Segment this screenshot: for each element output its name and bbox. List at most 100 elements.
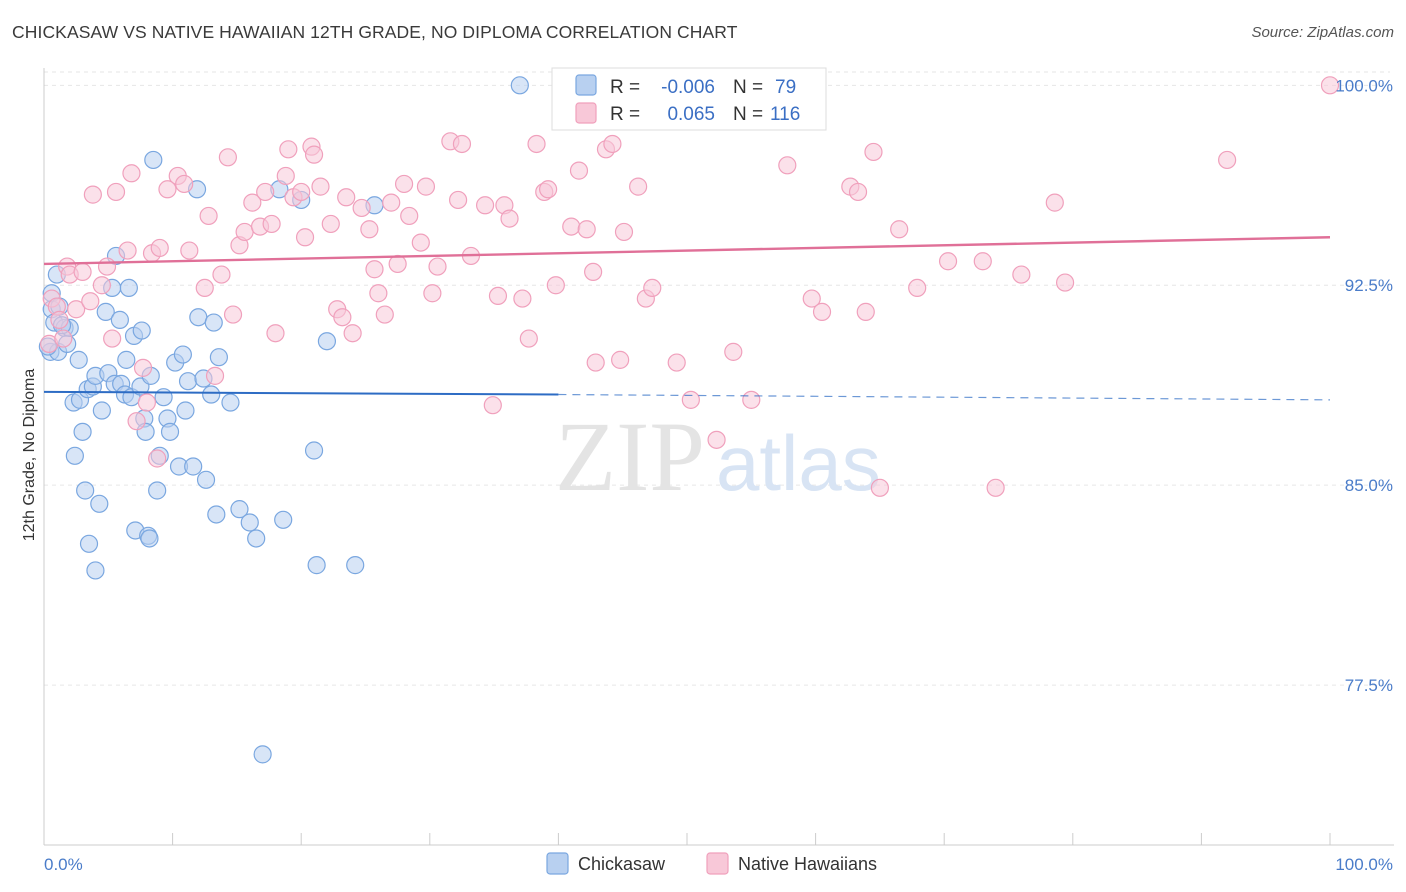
native-hawaiian-point: [369, 284, 388, 303]
legend-r-label-1: R =: [610, 77, 640, 98]
native-hawaiian-point: [908, 278, 927, 298]
native-hawaiian-point: [321, 214, 340, 234]
native-hawaiian-point: [394, 174, 414, 194]
native-hawaiian-point: [150, 238, 169, 258]
native-hawaiian-point: [546, 276, 565, 295]
native-hawaiian-point: [262, 214, 281, 234]
native-hawaiian-point: [375, 305, 394, 324]
bottom-legend-swatch-chickasaw: [546, 852, 569, 875]
native-hawaiian-point: [352, 198, 371, 218]
native-hawaiian-point: [707, 430, 726, 449]
native-hawaiian-point: [175, 174, 194, 194]
native-hawaiian-point: [360, 220, 379, 239]
native-hawaiian-point: [629, 177, 648, 196]
native-hawaiian-point: [195, 278, 214, 298]
legend-r-label-2: R =: [610, 104, 640, 125]
native-hawaiian-point: [67, 300, 86, 319]
watermark: ZIP atlas: [555, 401, 881, 512]
chickasaw-point: [221, 393, 240, 412]
native-hawaiian-point: [311, 177, 330, 196]
chickasaw-point: [307, 556, 326, 575]
native-hawaiian-point: [614, 222, 634, 242]
native-hawaiian-point: [778, 156, 797, 175]
native-hawaiian-point: [890, 220, 909, 239]
native-hawaiian-point: [133, 358, 153, 377]
native-hawaiian-point: [562, 217, 581, 236]
native-hawaiian-point: [304, 145, 324, 164]
y-tick-label: 85.0%: [1345, 476, 1393, 495]
native-hawaiian-point: [452, 134, 472, 154]
chickasaw-point: [240, 513, 259, 532]
native-hawaiian-point: [92, 276, 111, 295]
axes: [43, 68, 1394, 846]
native-hawaiian-point: [1045, 193, 1064, 212]
native-hawaiian-point: [97, 257, 117, 276]
native-hawaiian-point: [864, 142, 883, 162]
native-hawaiian-point: [856, 302, 875, 321]
native-hawaiian-point: [500, 209, 519, 228]
watermark-atlas: atlas: [716, 419, 881, 507]
chickasaw-point: [230, 500, 249, 519]
x-tick-label-min: 0.0%: [44, 855, 83, 874]
native-hawaiian-point: [122, 164, 141, 183]
native-hawaiian-point: [266, 324, 285, 343]
chickasaw-point: [140, 529, 159, 548]
native-hawaiian-point: [411, 233, 430, 252]
native-hawaiian-point: [986, 478, 1005, 497]
chickasaw-point: [510, 76, 529, 95]
chickasaw-point: [65, 446, 84, 465]
native-hawaiian-point: [527, 134, 546, 154]
chickasaw-point: [274, 510, 293, 529]
bottom-legend-native-hawaiians: Native Hawaiians: [738, 854, 877, 874]
chickasaw-point: [96, 302, 115, 321]
native-hawaiian-point: [137, 393, 156, 412]
native-hawaiian-point: [848, 182, 868, 202]
data-points: [38, 76, 1340, 764]
native-hawaiian-point: [276, 166, 295, 186]
native-hawaiian-point: [519, 329, 538, 348]
native-hawaiian-point: [50, 310, 69, 329]
native-hawaiian-point: [681, 390, 700, 409]
chickasaw-point: [148, 481, 167, 500]
x-tick-label-max: 100.0%: [1335, 855, 1393, 874]
watermark-zip: ZIP: [555, 401, 705, 512]
chickasaw-point: [317, 332, 337, 351]
native-hawaiian-point: [83, 185, 102, 204]
native-hawaiian-point: [333, 308, 352, 327]
native-hawaiian-point: [416, 177, 436, 196]
chickasaw-trend-line: [43, 390, 559, 396]
native-hawaiian-point: [256, 182, 275, 202]
native-hawaiian-point: [742, 390, 761, 409]
legend-r-value-2: 0.065: [667, 104, 715, 125]
bottom-legend-chickasaw: Chickasaw: [578, 854, 666, 874]
native-hawaiian-point: [667, 353, 686, 372]
chickasaw-trend-extension: [558, 393, 1331, 401]
native-hawaiian-point: [1012, 265, 1031, 284]
chickasaw-point: [79, 534, 99, 553]
legend-swatch-chickasaw: [575, 74, 597, 96]
chickasaw-point: [132, 321, 151, 340]
chickasaw-point: [207, 505, 226, 524]
chickasaw-point: [90, 494, 109, 513]
native-hawaiian-point: [158, 180, 177, 199]
native-hawaiian-point: [103, 329, 122, 348]
native-hawaiian-point: [513, 289, 532, 308]
chickasaw-point: [304, 441, 324, 460]
bottom-legend-swatch-native-hawaiians: [706, 852, 729, 875]
native-hawaiian-point: [603, 134, 622, 154]
legend-n-value-2: 116: [770, 104, 800, 125]
native-hawaiian-point: [223, 305, 243, 324]
native-hawaiian-point: [973, 252, 992, 271]
grid-lines: [44, 71, 1390, 686]
legend: R = -0.006 N = 79 R = 0.065 N = 116: [551, 67, 827, 131]
chickasaw-point: [119, 278, 138, 298]
native-hawaiian-point: [1320, 76, 1340, 95]
legend-n-label-1: N =: [733, 77, 763, 98]
legend-n-label-2: N =: [733, 104, 763, 125]
native-hawaiian-point: [488, 286, 508, 306]
native-hawaiian-point: [643, 278, 662, 298]
chickasaw-point: [110, 310, 129, 329]
source-label: Source: ZipAtlas.com: [1251, 24, 1394, 41]
native-hawaiian-point: [724, 342, 743, 361]
